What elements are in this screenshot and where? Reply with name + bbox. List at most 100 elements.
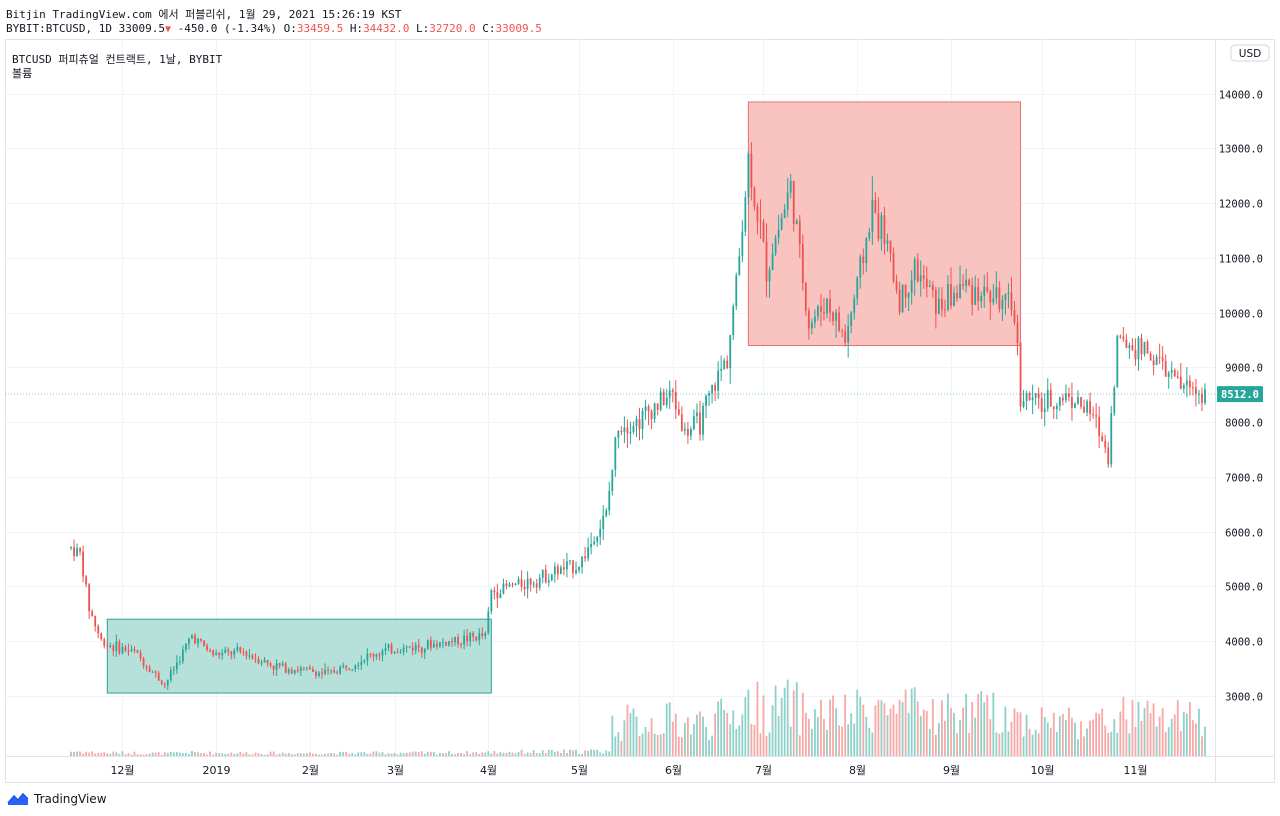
volume-bar [907, 712, 910, 756]
volume-bar [629, 713, 632, 756]
candle-body [315, 671, 317, 676]
volume-bar [723, 709, 726, 756]
candle-body [308, 667, 311, 670]
candle-body [653, 403, 656, 419]
volume-bar [221, 753, 224, 756]
candle-body [817, 306, 819, 317]
candle-body [169, 670, 172, 681]
volume-bar [862, 704, 865, 756]
last-price: 33009.5 [118, 22, 165, 35]
candle-body [1170, 370, 1173, 373]
candle-body [227, 649, 230, 652]
candle-body [1101, 436, 1104, 441]
candle-body [550, 574, 553, 581]
volume-bar [674, 713, 677, 756]
candle-body [1046, 390, 1049, 409]
candle-body [1037, 393, 1040, 399]
volume-bar [1173, 714, 1176, 756]
price-chart-svg[interactable]: 3000.0 4000.0 5000.0 6000.0 7000.0 8000.0 9000… [5, 39, 1275, 783]
candle-body [327, 669, 329, 671]
candle-body [538, 577, 541, 588]
candle-body [1188, 380, 1191, 388]
candle-body [496, 592, 499, 599]
volume-bar [626, 704, 629, 756]
candle-body [998, 287, 1001, 310]
candle-body [1140, 337, 1143, 355]
candle-body [97, 626, 100, 634]
volume-bar [925, 711, 928, 756]
volume-bar [708, 739, 710, 756]
volume-bar [472, 752, 475, 756]
candle-body [429, 640, 432, 648]
x-tick-label: 11월 [1123, 764, 1147, 777]
candle-body [357, 665, 360, 667]
volume-bar [481, 752, 484, 756]
volume-bar [499, 752, 502, 756]
volume-bar [287, 753, 290, 756]
candle-body [1173, 370, 1176, 377]
candle-body [1092, 413, 1095, 416]
volume-bar [360, 752, 363, 756]
candle-body [218, 652, 221, 656]
volume-bar [1028, 728, 1031, 756]
candle-body [1058, 397, 1061, 406]
volume-series [70, 679, 1206, 756]
volume-bar [1049, 727, 1052, 756]
volume-bar [511, 752, 514, 756]
candle-body [1128, 345, 1131, 349]
candle-body [160, 680, 163, 685]
candle-body [254, 658, 257, 660]
candle-body [683, 428, 686, 431]
y-tick-label: 8000.0 [1225, 418, 1263, 430]
volume-bar [968, 732, 971, 756]
candle-body [1146, 341, 1149, 354]
volume-bar [236, 753, 239, 756]
chart-area[interactable]: 3000.0 4000.0 5000.0 6000.0 7000.0 8000.0 9000… [5, 39, 1275, 783]
candle-body [714, 385, 717, 391]
candle-body [445, 642, 447, 646]
candle-body [795, 220, 798, 225]
candle-body [566, 561, 568, 570]
candle-body [593, 541, 596, 545]
candle-body [1016, 322, 1019, 343]
volume-bar [1080, 721, 1082, 756]
volume-bar [1167, 727, 1170, 756]
candle-body [1010, 292, 1013, 311]
volume-bar [1185, 713, 1188, 756]
candle-body [553, 566, 556, 575]
candle-body [1198, 393, 1200, 395]
volume-bar [1170, 718, 1173, 756]
candle-body [236, 647, 239, 651]
volume-bar [944, 720, 946, 756]
volume-bar [1176, 700, 1179, 756]
volume-bar [1110, 731, 1113, 756]
volume-bar [632, 708, 635, 756]
candle-body [287, 669, 290, 673]
candle-body [88, 584, 91, 612]
volume-bar [127, 753, 130, 756]
volume-bar [705, 727, 707, 756]
x-tick-label: 10월 [1030, 764, 1054, 777]
volume-bar [587, 750, 590, 756]
candle-body [194, 635, 196, 644]
currency-label: USD [1239, 48, 1261, 60]
volume-bar [656, 734, 659, 756]
candle-body [239, 647, 242, 652]
currency-button[interactable] [1230, 44, 1270, 62]
candle-body [792, 181, 795, 225]
volume-bar [85, 751, 88, 756]
candle-body [372, 654, 375, 657]
candle-body [835, 312, 837, 321]
chart-border [5, 39, 1275, 783]
volume-bar [977, 693, 980, 756]
brand-footer[interactable]: TradingView [6, 792, 107, 806]
volume-bar [203, 752, 205, 756]
volume-bar [937, 723, 940, 756]
volume-bar [212, 754, 215, 756]
volume-bar [989, 719, 992, 756]
volume-bar [154, 752, 157, 756]
candle-body [880, 215, 883, 240]
y-tick-label: 9000.0 [1225, 363, 1263, 375]
volume-bar [1089, 720, 1091, 756]
last-price-badge [1217, 386, 1263, 403]
